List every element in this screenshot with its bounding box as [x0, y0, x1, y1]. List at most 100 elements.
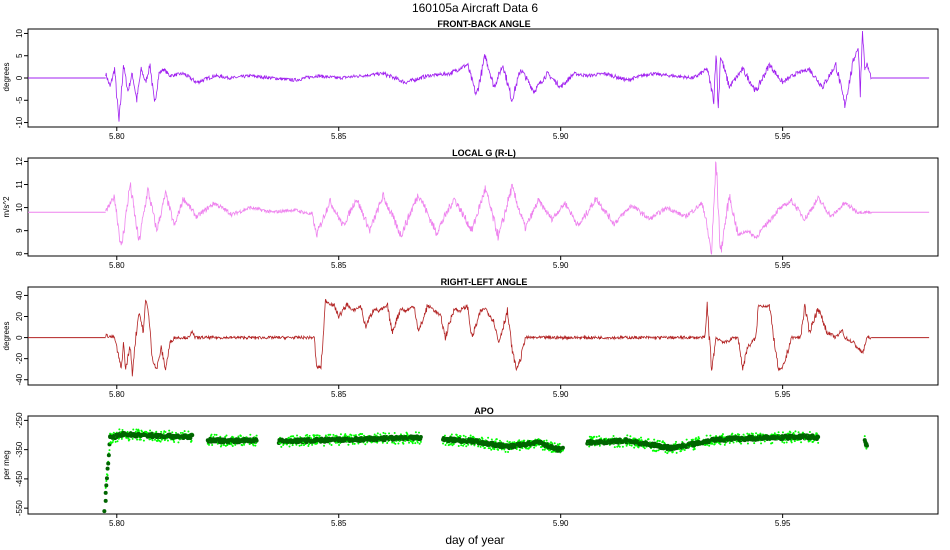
apo-point-light — [249, 433, 252, 436]
y-tick-label: -5 — [15, 96, 24, 104]
apo-point-light — [347, 443, 350, 446]
apo-point — [104, 476, 109, 481]
apo-point-light — [210, 433, 213, 436]
apo-point — [816, 434, 821, 439]
apo-point-light — [713, 442, 716, 445]
apo-point-light — [414, 442, 417, 445]
apo-point-light — [477, 445, 480, 448]
apo-point-light — [288, 445, 291, 448]
apo-point-light — [344, 433, 347, 436]
apo-point-light — [220, 444, 223, 447]
apo-point-light — [280, 445, 283, 448]
apo-point-light — [746, 442, 749, 445]
apo-point-light — [248, 443, 251, 446]
apo-point-light — [613, 446, 616, 449]
apo-point-light — [464, 435, 467, 438]
apo-point-light — [393, 431, 396, 434]
apo-point — [560, 445, 565, 450]
apo-point-light — [397, 442, 400, 445]
x-tick-label: 5.80 — [109, 261, 125, 270]
apo-point-light — [498, 439, 501, 442]
apo-point-light — [790, 441, 793, 444]
apo-point-light — [462, 434, 465, 437]
apo-point-light — [316, 442, 319, 445]
apo-point-light — [338, 443, 341, 446]
apo-point-light — [128, 438, 131, 441]
y-tick-label: -250 — [15, 412, 24, 429]
apo-point-light — [693, 447, 696, 450]
apo-point-light — [382, 431, 385, 434]
apo-point-light — [376, 441, 379, 444]
panel-right-left-angle: RIGHT-LEFT ANGLE degrees — [2, 277, 527, 350]
apo-point-light — [515, 447, 518, 450]
y-tick-label: -550 — [15, 500, 24, 517]
apo-point-light — [117, 437, 120, 440]
apo-point-light — [533, 446, 536, 449]
apo-point-light — [306, 433, 309, 436]
apo-point-light — [112, 439, 115, 442]
x-tick-label: 5.85 — [331, 261, 347, 270]
apo-point-light — [647, 438, 650, 441]
apo-point — [102, 509, 107, 514]
apo-point-light — [490, 448, 493, 451]
apo-point-light — [465, 445, 468, 448]
apo-point-light — [721, 433, 724, 436]
apo-point-light — [298, 444, 301, 447]
apo-point-light — [685, 438, 688, 441]
apo-point-light — [213, 433, 216, 436]
apo-point-light — [452, 443, 455, 446]
apo-point-light — [543, 439, 546, 442]
apo-point-light — [330, 443, 333, 446]
apo-point-light — [640, 436, 643, 439]
apo-point-light — [785, 441, 788, 444]
apo-point-light — [621, 445, 624, 448]
x-tick-label: 5.85 — [331, 132, 347, 141]
series-line — [105, 161, 872, 255]
apo-point — [418, 435, 423, 440]
apo-point-light — [487, 436, 490, 439]
apo-point-light — [357, 442, 360, 445]
x-tick-label: 5.80 — [109, 390, 125, 399]
apo-point-light — [558, 442, 561, 445]
panel-2-plot: 5.80 5.85 5.90 5.95 40 20 0 -20 -40 — [15, 286, 939, 399]
apo-point-light — [588, 445, 591, 448]
apo-point — [190, 433, 195, 438]
apo-point-light — [595, 435, 598, 438]
apo-point-light — [732, 441, 735, 444]
apo-point-light — [451, 444, 454, 447]
apo-point-light — [523, 439, 526, 442]
apo-point-light — [797, 431, 800, 434]
apo-point-light — [376, 432, 379, 435]
apo-point-light — [760, 442, 763, 445]
apo-point-light — [121, 428, 124, 431]
apo-point-light — [223, 444, 226, 447]
y-tick-label: -450 — [15, 470, 24, 487]
apo-point-light — [108, 449, 111, 452]
x-tick-label: 5.95 — [775, 261, 791, 270]
apo-point-light — [460, 444, 463, 447]
apo-point-light — [618, 445, 621, 448]
apo-point-light — [625, 444, 628, 447]
apo-point-light — [114, 440, 117, 443]
apo-point-light — [354, 434, 357, 437]
apo-point-light — [300, 444, 303, 447]
apo-point-light — [353, 442, 356, 445]
panel-title: APO — [474, 406, 494, 416]
apo-point-light — [664, 450, 667, 453]
apo-point-light — [640, 439, 643, 442]
apo-point-light — [190, 439, 193, 442]
apo-point-light — [105, 480, 108, 483]
apo-point-light — [455, 433, 458, 436]
apo-point-light — [139, 438, 142, 441]
apo-point-light — [111, 441, 114, 444]
y-axis-label: per meg — [2, 450, 11, 479]
apo-point-light — [295, 443, 298, 446]
apo-point — [103, 490, 108, 495]
apo-point-light — [742, 433, 745, 436]
apo-point-light — [348, 435, 351, 438]
x-tick-label: 5.90 — [553, 132, 569, 141]
apo-point-light — [364, 443, 367, 446]
apo-point-light — [793, 440, 796, 443]
apo-point-light — [503, 448, 506, 451]
